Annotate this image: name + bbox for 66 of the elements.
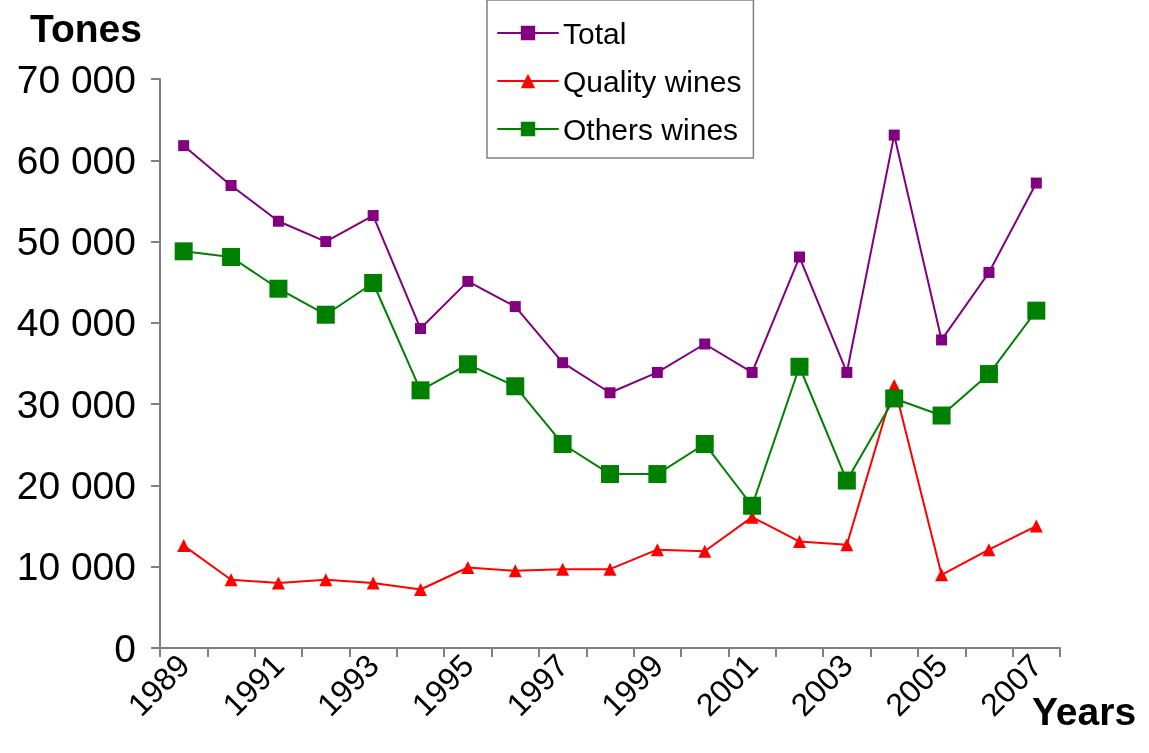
point bbox=[936, 334, 948, 346]
point bbox=[174, 242, 193, 261]
point bbox=[651, 366, 663, 378]
point bbox=[650, 543, 664, 557]
point bbox=[792, 535, 806, 549]
point bbox=[458, 355, 477, 374]
point bbox=[178, 140, 190, 152]
point bbox=[983, 266, 995, 278]
y-tick-label: 50 000 bbox=[16, 220, 136, 264]
y-tick-label: 70 000 bbox=[16, 57, 136, 101]
point bbox=[885, 389, 904, 408]
point bbox=[462, 275, 474, 287]
point bbox=[648, 465, 667, 484]
point bbox=[746, 366, 758, 378]
point bbox=[225, 179, 237, 191]
point bbox=[699, 338, 711, 350]
point bbox=[888, 129, 900, 141]
y-tick-label: 30 000 bbox=[16, 382, 136, 426]
point bbox=[414, 582, 428, 596]
point bbox=[556, 562, 570, 576]
point bbox=[367, 210, 379, 222]
point bbox=[1027, 301, 1046, 320]
y-tick-label: 40 000 bbox=[16, 301, 136, 345]
y-tick-label: 60 000 bbox=[16, 138, 136, 182]
y-tick-label: 10 000 bbox=[16, 545, 136, 589]
point bbox=[320, 236, 332, 248]
y-tick-label: 20 000 bbox=[16, 463, 136, 507]
point bbox=[271, 576, 285, 590]
legend-label: Quality wines bbox=[563, 64, 742, 98]
point bbox=[224, 573, 238, 587]
point bbox=[695, 434, 714, 453]
point bbox=[979, 365, 998, 384]
point bbox=[557, 357, 569, 369]
point bbox=[272, 215, 284, 227]
point bbox=[793, 251, 805, 263]
point bbox=[461, 561, 475, 575]
point bbox=[316, 305, 335, 324]
legend-label: Total bbox=[563, 16, 627, 50]
point bbox=[411, 381, 430, 400]
point bbox=[603, 562, 617, 576]
point bbox=[415, 323, 427, 335]
point bbox=[743, 496, 762, 515]
point bbox=[837, 471, 856, 490]
point bbox=[269, 279, 288, 298]
point bbox=[319, 573, 333, 587]
point bbox=[366, 576, 380, 590]
point bbox=[222, 248, 241, 267]
point bbox=[601, 465, 619, 484]
point bbox=[364, 274, 383, 293]
point bbox=[935, 568, 949, 582]
y-axis-title: Tones bbox=[30, 7, 142, 50]
point bbox=[840, 538, 854, 552]
point bbox=[553, 434, 572, 453]
point bbox=[506, 377, 525, 396]
point bbox=[177, 539, 191, 553]
point bbox=[508, 564, 522, 578]
point bbox=[604, 387, 616, 399]
point bbox=[841, 366, 853, 378]
point bbox=[982, 543, 996, 557]
point bbox=[1029, 519, 1043, 533]
point bbox=[790, 357, 809, 376]
legend-label: Others wines bbox=[563, 112, 739, 146]
point bbox=[1030, 177, 1042, 189]
point bbox=[509, 301, 521, 313]
point bbox=[698, 544, 712, 558]
point bbox=[932, 406, 951, 425]
